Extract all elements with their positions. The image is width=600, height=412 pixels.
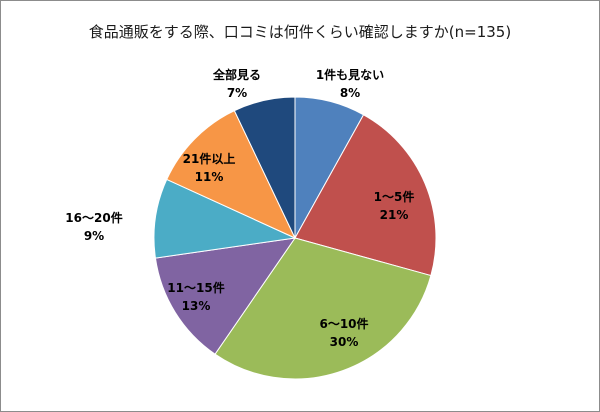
slice-label: 6～10件 (319, 316, 368, 331)
slice-label: 1～5件 (374, 189, 415, 204)
chart-title: 食品通販をする際、口コミは何件くらい確認しますか(n=135) (88, 23, 512, 41)
slice-percent-label: 8% (340, 86, 360, 100)
slice-percent-label: 11% (195, 170, 224, 184)
slice-label: 1件も見ない (316, 67, 384, 82)
slice-percent-label: 30% (330, 335, 359, 349)
pie-slice (166, 110, 297, 240)
pie-slice (214, 237, 432, 380)
slice-percent-label: 13% (182, 299, 211, 313)
slice-label: 21件以上 (183, 151, 236, 166)
slice-label: 全部見る (212, 67, 261, 82)
slice-label: 11～15件 (167, 280, 224, 295)
pie-slice (294, 114, 437, 277)
slice-percent-label: 21% (380, 208, 409, 222)
slice-percent-label: 9% (84, 229, 104, 243)
slice-percent-label: 7% (227, 86, 247, 100)
pie-slice (154, 237, 297, 355)
pie-slice (233, 96, 296, 239)
pie-slice (153, 178, 297, 259)
slice-label: 16～20件 (65, 210, 122, 225)
